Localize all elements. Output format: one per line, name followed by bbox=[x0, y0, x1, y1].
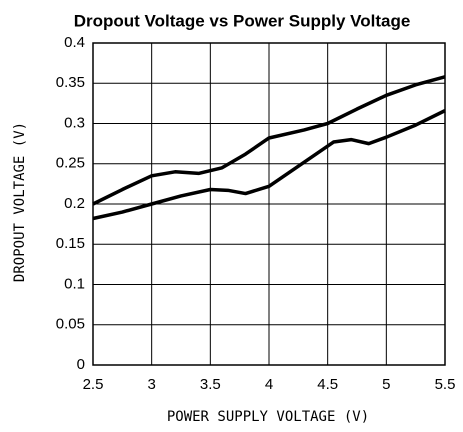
y-tick-label: 0.2 bbox=[64, 195, 85, 212]
x-tick-label: 2.5 bbox=[83, 376, 104, 393]
y-tick-label: 0 bbox=[77, 356, 85, 373]
line-series bbox=[92, 75, 446, 206]
x-tick-label: 4 bbox=[265, 376, 273, 393]
x-tick-label: 3.5 bbox=[200, 376, 221, 393]
y-tick-label: 0.3 bbox=[64, 114, 85, 131]
x-tick-label: 5.5 bbox=[435, 376, 456, 393]
x-tick-label: 4.5 bbox=[317, 376, 338, 393]
y-axis-label: DROPOUT VOLTAGE (V) bbox=[12, 122, 28, 282]
y-tick-label: 0.15 bbox=[56, 235, 85, 252]
y-tick-label: 0.1 bbox=[64, 275, 85, 292]
line-series bbox=[92, 109, 446, 221]
y-tick-label: 0.4 bbox=[64, 34, 85, 51]
chart-title: Dropout Voltage vs Power Supply Voltage bbox=[74, 11, 411, 30]
y-tick-label: 0.35 bbox=[56, 74, 85, 91]
x-axis-label: POWER SUPPLY VOLTAGE (V) bbox=[167, 409, 369, 425]
x-tick-label: 3 bbox=[147, 376, 155, 393]
x-tick-label: 5 bbox=[382, 376, 390, 393]
y-tick-label: 0.25 bbox=[56, 155, 85, 172]
y-tick-label: 0.05 bbox=[56, 316, 85, 333]
